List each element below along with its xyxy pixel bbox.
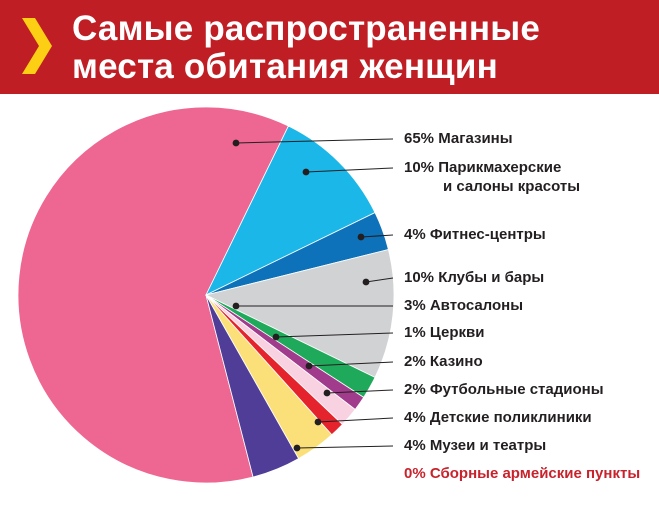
leader-dot-9 bbox=[293, 444, 301, 452]
slice-label-6: 2% Казино bbox=[404, 353, 483, 370]
leader-dot-7 bbox=[323, 389, 331, 397]
title-line-2: места обитания женщин bbox=[72, 47, 498, 86]
chevron-right-icon bbox=[22, 18, 52, 74]
slice-label-1-line-1: 10% Парикмахерские bbox=[404, 159, 561, 176]
slice-label-7: 2% Футбольные стадионы bbox=[404, 381, 604, 398]
leader-line-8 bbox=[317, 417, 394, 423]
slice-label-9: 4% Музеи и театры bbox=[404, 437, 546, 454]
leader-dot-5 bbox=[272, 333, 280, 341]
leader-line-2 bbox=[360, 234, 394, 238]
title-line-1: Самые распространенные bbox=[72, 9, 540, 48]
leader-line-3 bbox=[365, 277, 394, 283]
slice-label-5: 1% Церкви bbox=[404, 324, 484, 341]
header-banner: Самые распространенные места обитания же… bbox=[0, 0, 659, 94]
slice-label-2: 4% Фитнес-центры bbox=[404, 226, 546, 243]
leader-line-1 bbox=[305, 167, 394, 173]
leader-line-7 bbox=[326, 389, 394, 394]
pie-slice-1 bbox=[205, 125, 376, 296]
slice-label-4: 3% Автосалоны bbox=[404, 297, 523, 314]
pie-slice-3 bbox=[204, 249, 395, 378]
leader-line-6 bbox=[308, 361, 394, 367]
leader-dot-4 bbox=[232, 302, 240, 310]
leader-dot-8 bbox=[314, 418, 322, 426]
pie-slice-e1 bbox=[205, 294, 300, 478]
slice-label-10: 0% Сборные армейские пункты bbox=[404, 465, 640, 482]
leader-line-9 bbox=[296, 445, 394, 449]
slice-label-1-line-2: и салоны красоты bbox=[443, 178, 580, 195]
leader-dot-0 bbox=[232, 139, 240, 147]
slice-label-8: 4% Детские поликлиники bbox=[404, 409, 592, 426]
page-title: Самые распространенные места обитания же… bbox=[72, 10, 652, 86]
pie-slice-0 bbox=[17, 106, 289, 484]
leader-line-5 bbox=[275, 332, 394, 338]
leader-dot-6 bbox=[305, 362, 313, 370]
leader-line-0 bbox=[235, 138, 394, 144]
leader-dot-3 bbox=[362, 278, 370, 286]
slice-label-3: 10% Клубы и бары bbox=[404, 269, 544, 286]
leader-dot-2 bbox=[357, 233, 365, 241]
slice-label-0: 65% Магазины bbox=[404, 130, 513, 147]
leader-dot-1 bbox=[302, 168, 310, 176]
